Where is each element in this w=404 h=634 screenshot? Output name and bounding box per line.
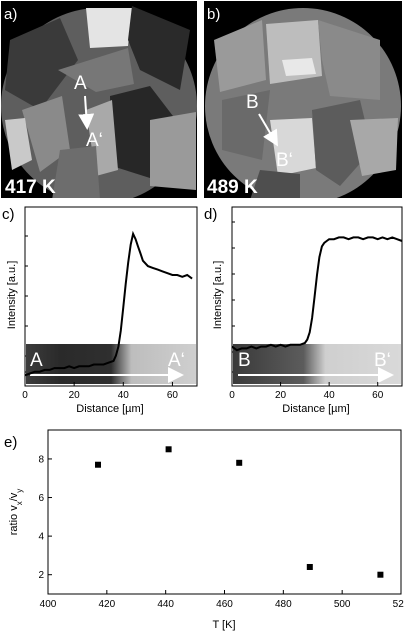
profile-arrow-b: [258, 113, 279, 147]
y-tick-label: 4: [38, 532, 44, 543]
x-tick-label: 0: [22, 390, 28, 401]
y-axis-label-e: ratio vx/vy: [8, 489, 24, 536]
line-profile-strip-a: [26, 344, 196, 384]
panel-b-image: b) B B‘ 489 K: [204, 1, 402, 198]
x-axis-label-c: Distance [µm]: [76, 403, 143, 415]
panel-e-chart: e) 400 420 440 460 480 500 520 2 4 6 8 T [K] rati…: [4, 429, 404, 631]
x-tick-label: 60: [167, 390, 179, 401]
point-b-start: B: [246, 92, 259, 113]
panel-d-chart: d) B B‘ 0 20 40 60 Distance [µm] Intensity …: [204, 206, 403, 415]
plot-frame-e: [47, 429, 402, 595]
panel-c-label: c): [2, 206, 15, 223]
x-tick-label: 60: [372, 390, 384, 401]
data-point: [165, 446, 172, 453]
data-point: [306, 563, 313, 570]
intensity-curve-d: [231, 236, 403, 352]
scatter-points-e: [95, 446, 384, 578]
x-tick-label: 420: [98, 599, 115, 610]
x-tick-label: 40: [324, 390, 336, 401]
data-point: [95, 461, 102, 468]
x-axis-label-d: Distance [µm]: [282, 403, 349, 415]
x-tick-label: 20: [275, 390, 287, 401]
y-axis-label-c: Intensity [a.u.]: [6, 261, 18, 329]
strip-label-b-start: B: [238, 350, 251, 371]
point-a-start: A: [74, 73, 87, 94]
y-tick-label: 2: [38, 570, 44, 581]
x-tick-label: 460: [216, 599, 233, 610]
point-a-end: A‘: [86, 130, 103, 151]
panel-a-label: a): [4, 6, 17, 23]
profile-arrow-a: [78, 95, 95, 130]
plot-frame-d: [231, 206, 403, 387]
data-point: [236, 459, 243, 466]
intensity-curve-c: [24, 230, 193, 377]
point-b-end: B‘: [276, 150, 293, 171]
grain-pattern-b: [214, 20, 398, 198]
x-tick-label: 20: [69, 390, 81, 401]
x-axis-e: 400 420 440 460 480 500 520: [40, 590, 404, 610]
grain-pattern-a: [5, 6, 196, 198]
x-tick-label: 500: [334, 599, 351, 610]
y-ticks-d: [232, 221, 235, 373]
x-tick-label: 520: [393, 599, 404, 610]
y-tick-label: 8: [38, 454, 44, 465]
x-tick-label: 0: [229, 390, 235, 401]
strip-label-b-end: B‘: [374, 350, 391, 371]
panel-e-label: e): [4, 434, 17, 451]
data-point: [377, 571, 384, 578]
y-axis-e: 2 4 6 8: [38, 454, 52, 581]
x-tick-label: 440: [157, 599, 174, 610]
strip-label-a-end: A‘: [168, 350, 185, 371]
panel-c-chart: c) A A‘ 0 20 40 60 Distance [µm] Intensity …: [2, 206, 198, 415]
line-profile-strip-b: [233, 344, 401, 384]
x-tick-label: 40: [118, 390, 130, 401]
panel-b-label: b): [207, 6, 220, 23]
y-axis-label-d: Intensity [a.u.]: [212, 261, 224, 329]
temperature-b: 489 K: [207, 177, 258, 198]
x-axis-label-e: T [K]: [212, 619, 235, 631]
x-tick-label: 400: [40, 599, 57, 610]
y-tick-label: 6: [38, 493, 44, 504]
x-axis-d: 0 20 40 60: [229, 382, 384, 401]
strip-label-a-start: A: [30, 350, 43, 371]
x-tick-label: 480: [275, 599, 292, 610]
panel-a-image: a) A A‘ 417 K: [1, 1, 197, 198]
temperature-a: 417 K: [5, 177, 56, 198]
panel-d-label: d): [204, 206, 217, 223]
x-axis-c: 0 20 40 60: [22, 382, 178, 401]
